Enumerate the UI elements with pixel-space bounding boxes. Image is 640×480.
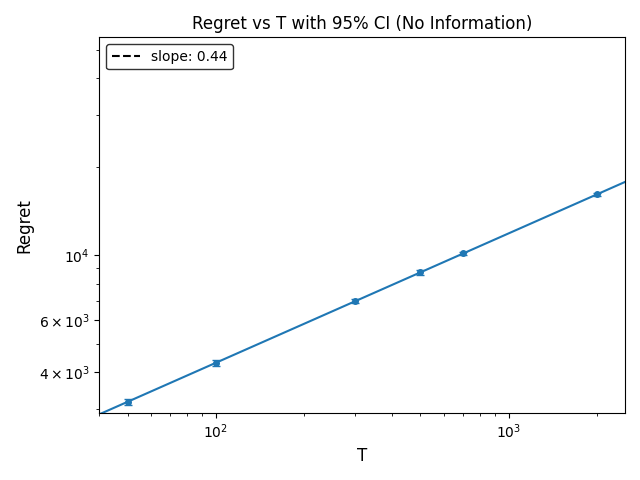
Legend: slope: 0.44: slope: 0.44 [106,44,233,70]
Title: Regret vs T with 95% CI (No Information): Regret vs T with 95% CI (No Information) [192,15,532,33]
Y-axis label: Regret: Regret [15,198,33,252]
X-axis label: T: T [357,447,367,465]
